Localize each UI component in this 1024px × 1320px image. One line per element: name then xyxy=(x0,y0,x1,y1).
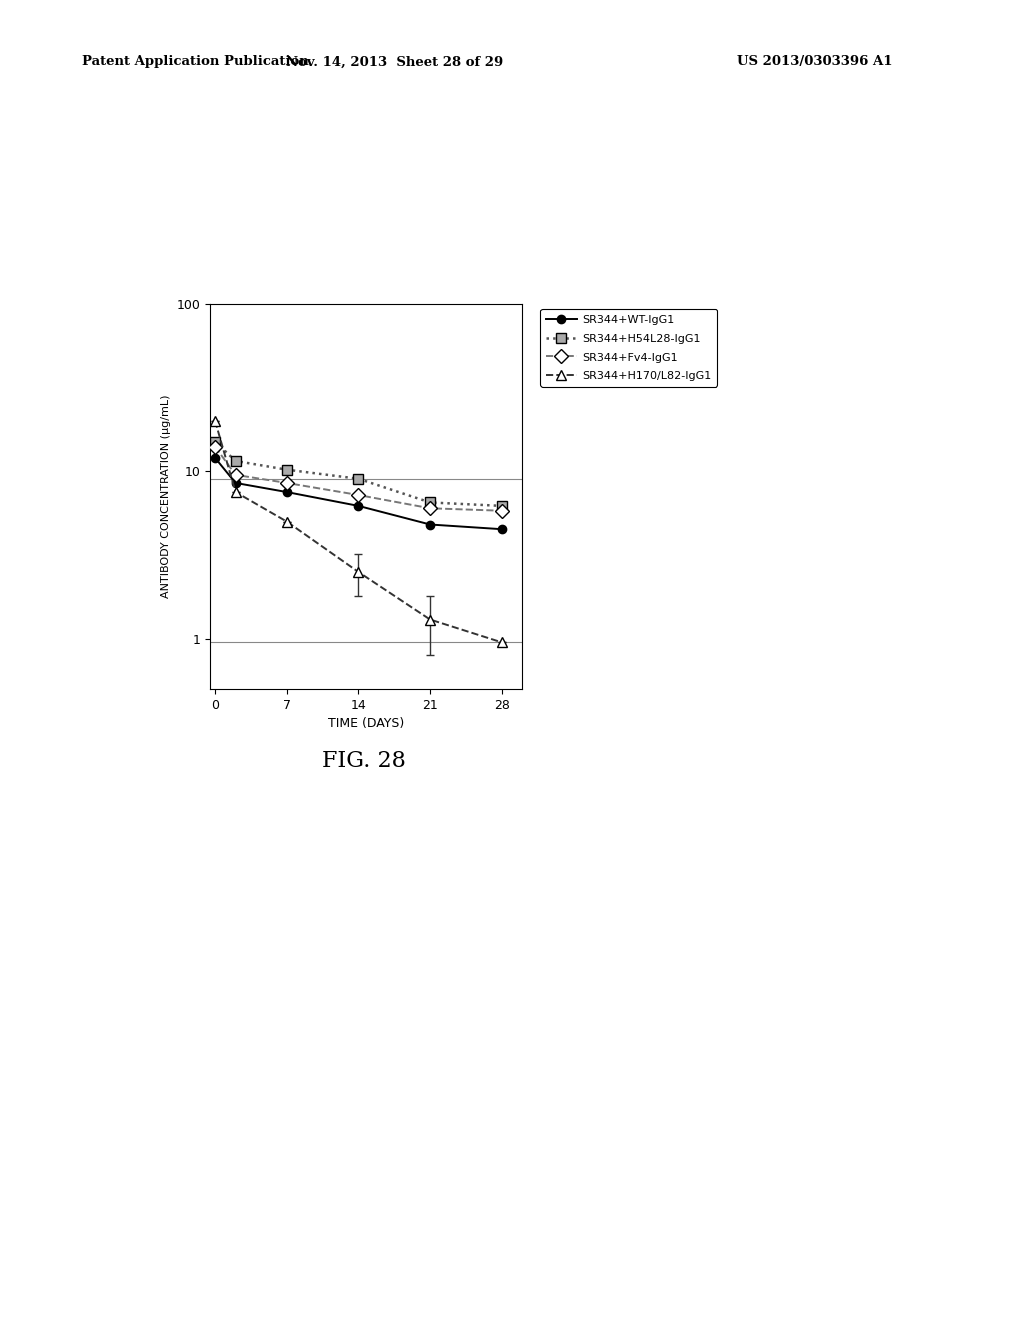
SR344+Fv4-IgG1 xyxy=(424,500,436,516)
SR344+WT-IgG1 xyxy=(229,475,242,491)
SR344+WT-IgG1 xyxy=(424,516,436,532)
SR344+Fv4-IgG1 xyxy=(352,487,365,503)
SR344+WT-IgG1 xyxy=(352,498,365,513)
Line: SR344+WT-IgG1: SR344+WT-IgG1 xyxy=(211,454,506,533)
Line: SR344+Fv4-IgG1: SR344+Fv4-IgG1 xyxy=(210,442,507,516)
SR344+H54L28-IgG1 xyxy=(281,462,293,478)
Text: US 2013/0303396 A1: US 2013/0303396 A1 xyxy=(737,55,893,69)
SR344+WT-IgG1 xyxy=(496,521,508,537)
SR344+H54L28-IgG1 xyxy=(496,498,508,513)
SR344+Fv4-IgG1 xyxy=(229,467,242,483)
SR344+H54L28-IgG1 xyxy=(424,495,436,511)
Text: FIG. 28: FIG. 28 xyxy=(322,750,406,772)
SR344+H170/L82-IgG1 xyxy=(424,611,436,627)
Line: SR344+H170/L82-IgG1: SR344+H170/L82-IgG1 xyxy=(210,416,507,647)
X-axis label: TIME (DAYS): TIME (DAYS) xyxy=(328,717,404,730)
Legend: SR344+WT-IgG1, SR344+H54L28-IgG1, SR344+Fv4-IgG1, SR344+H170/L82-IgG1: SR344+WT-IgG1, SR344+H54L28-IgG1, SR344+… xyxy=(541,309,718,387)
Text: Nov. 14, 2013  Sheet 28 of 29: Nov. 14, 2013 Sheet 28 of 29 xyxy=(286,55,503,69)
SR344+WT-IgG1 xyxy=(281,484,293,500)
SR344+H170/L82-IgG1 xyxy=(209,413,221,429)
SR344+Fv4-IgG1 xyxy=(209,438,221,454)
SR344+WT-IgG1 xyxy=(209,450,221,466)
SR344+H170/L82-IgG1 xyxy=(281,513,293,529)
SR344+H54L28-IgG1 xyxy=(209,434,221,450)
Line: SR344+H54L28-IgG1: SR344+H54L28-IgG1 xyxy=(210,437,507,511)
SR344+Fv4-IgG1 xyxy=(496,503,508,519)
SR344+H170/L82-IgG1 xyxy=(352,564,365,579)
Y-axis label: ANTIBODY CONCENTRATION (µg/mL): ANTIBODY CONCENTRATION (µg/mL) xyxy=(161,395,171,598)
SR344+H170/L82-IgG1 xyxy=(229,484,242,500)
SR344+H54L28-IgG1 xyxy=(352,471,365,487)
SR344+H170/L82-IgG1 xyxy=(496,635,508,651)
SR344+H54L28-IgG1 xyxy=(229,453,242,469)
Text: Patent Application Publication: Patent Application Publication xyxy=(82,55,308,69)
SR344+Fv4-IgG1 xyxy=(281,475,293,491)
